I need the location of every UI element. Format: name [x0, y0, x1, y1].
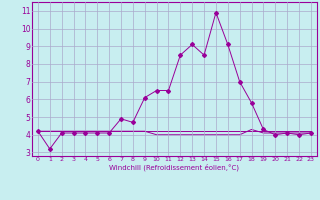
X-axis label: Windchill (Refroidissement éolien,°C): Windchill (Refroidissement éolien,°C) — [109, 164, 239, 171]
